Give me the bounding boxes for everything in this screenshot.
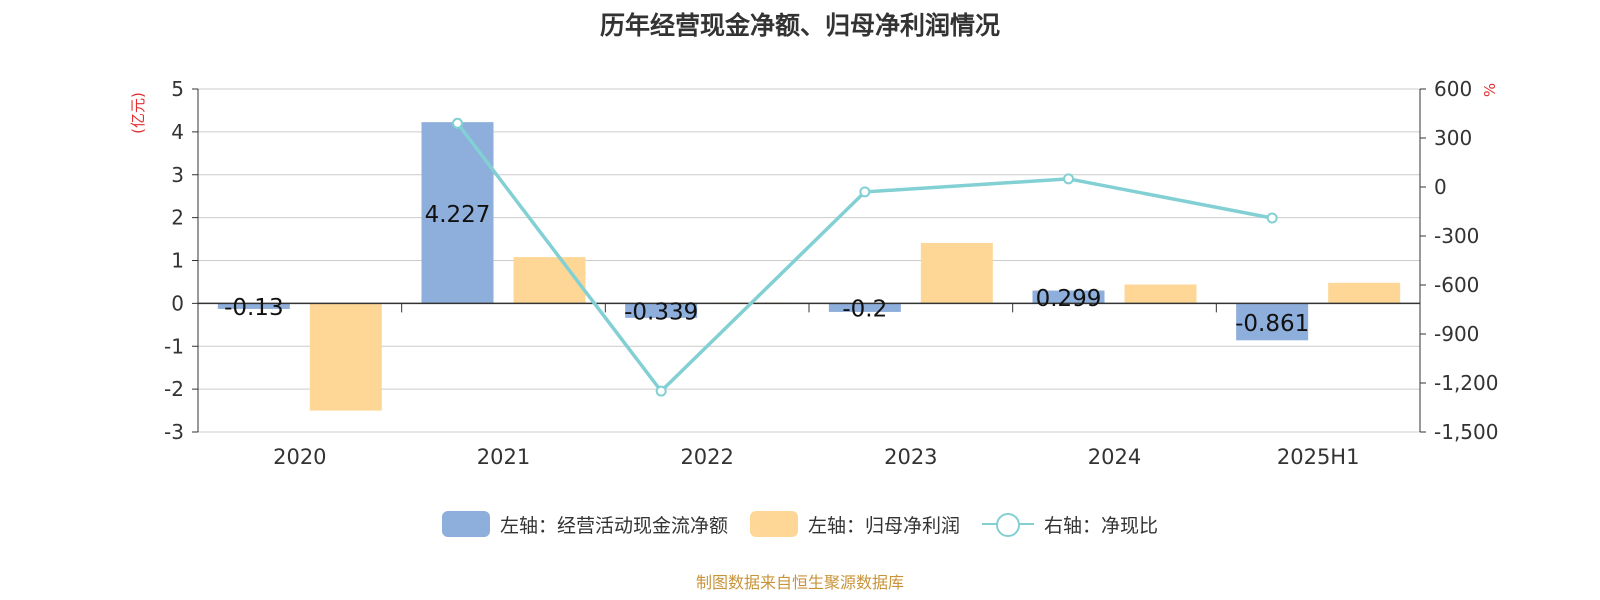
left-axis-tick-label: -1 bbox=[164, 334, 184, 358]
left-axis-tick-label: 5 bbox=[171, 77, 184, 101]
legend-label-net-profit: 左轴：归母净利润 bbox=[807, 514, 960, 537]
right-axis-tick-label: 600 bbox=[1434, 77, 1472, 101]
legend-swatch-cash-flow bbox=[441, 511, 490, 537]
bar-cash-flow bbox=[1236, 303, 1309, 341]
data-label-cash-flow: 4.227 bbox=[425, 202, 491, 228]
bar-cash-flow bbox=[217, 303, 290, 309]
line-series bbox=[452, 117, 1278, 397]
left-axis-tick-label: 0 bbox=[171, 291, 184, 315]
x-axis-tick-label: 2023 bbox=[884, 445, 937, 469]
bar-cash-flow bbox=[625, 303, 698, 318]
legend-item-cash-ratio[interactable]: 右轴：净现比 bbox=[982, 511, 1158, 538]
axes: 5 4 3 2 1 0 -1 -2 -3 600 300 0 -300 -600 -900 -1,200 -1,… bbox=[129, 77, 1499, 469]
left-axis-tick-label: -3 bbox=[164, 420, 184, 444]
point-cash-ratio bbox=[1063, 173, 1074, 185]
bar-cash-flow bbox=[828, 303, 901, 312]
data-labels: -0.13 4.227 -0.339 -0.2 0.299 -0.861 bbox=[224, 202, 1309, 337]
legend: 左轴：经营活动现金流净额 左轴：归母净利润 右轴：净现比 bbox=[0, 509, 1600, 539]
right-axis-tick-label: 300 bbox=[1434, 126, 1472, 150]
point-cash-ratio bbox=[859, 186, 871, 198]
point-cash-ratio bbox=[452, 117, 463, 129]
left-axis-tick-label: 1 bbox=[171, 249, 184, 273]
legend-item-net-profit[interactable]: 左轴：归母净利润 bbox=[749, 511, 960, 538]
legend-swatch-cash-ratio bbox=[982, 511, 1034, 537]
chart-title: 历年经营现金净额、归母净利润情况 bbox=[599, 11, 1000, 40]
left-axis-tick-label: 4 bbox=[171, 120, 184, 144]
left-axis-unit: (亿元) bbox=[129, 92, 147, 134]
point-cash-ratio bbox=[655, 385, 667, 397]
x-axis-tick-label: 2022 bbox=[680, 445, 733, 469]
right-axis-tick-label: -600 bbox=[1434, 273, 1479, 297]
legend-label-cash-ratio: 右轴：净现比 bbox=[1044, 514, 1159, 537]
data-label-cash-flow: 0.299 bbox=[1036, 286, 1102, 312]
bar-net-profit bbox=[920, 242, 993, 304]
left-axis-tick-label: -2 bbox=[164, 377, 184, 401]
bar-cash-flow bbox=[1032, 290, 1105, 304]
bar-net-profit bbox=[513, 257, 586, 304]
x-axis-tick-label: 2025H1 bbox=[1277, 445, 1360, 469]
source-note: 制图数据来自恒生聚源数据库 bbox=[695, 573, 904, 592]
point-cash-ratio bbox=[1266, 212, 1278, 224]
data-label-cash-flow: -0.861 bbox=[1235, 311, 1309, 337]
right-axis-unit: % bbox=[1481, 83, 1499, 97]
right-axis-tick-label: -900 bbox=[1434, 322, 1479, 346]
data-label-cash-flow: -0.339 bbox=[624, 300, 698, 326]
right-axis-tick-label: -1,500 bbox=[1434, 420, 1498, 444]
x-axis-tick-label: 2020 bbox=[273, 445, 326, 469]
bar-net-profit bbox=[1328, 282, 1401, 304]
left-axis-tick-label: 2 bbox=[171, 206, 184, 230]
right-axis-tick-label: -300 bbox=[1434, 224, 1479, 248]
legend-item-cash-flow[interactable]: 左轴：经营活动现金流净额 bbox=[441, 511, 728, 538]
data-label-cash-flow: -0.13 bbox=[224, 295, 284, 321]
right-axis-tick-label: -1,200 bbox=[1434, 371, 1498, 395]
x-axis-tick-label: 2024 bbox=[1088, 445, 1141, 469]
bar-net-profit bbox=[309, 303, 382, 411]
legend-swatch-net-profit bbox=[749, 511, 798, 537]
x-axis-tick-label: 2021 bbox=[477, 445, 530, 469]
right-axis-tick-label: 0 bbox=[1434, 175, 1447, 199]
left-axis-tick-label: 3 bbox=[171, 163, 184, 187]
bar-net-profit bbox=[1124, 284, 1197, 304]
bar-series bbox=[217, 122, 1401, 411]
legend-label-cash-flow: 左轴：经营活动现金流净额 bbox=[499, 514, 728, 537]
data-label-cash-flow: -0.2 bbox=[842, 297, 887, 323]
